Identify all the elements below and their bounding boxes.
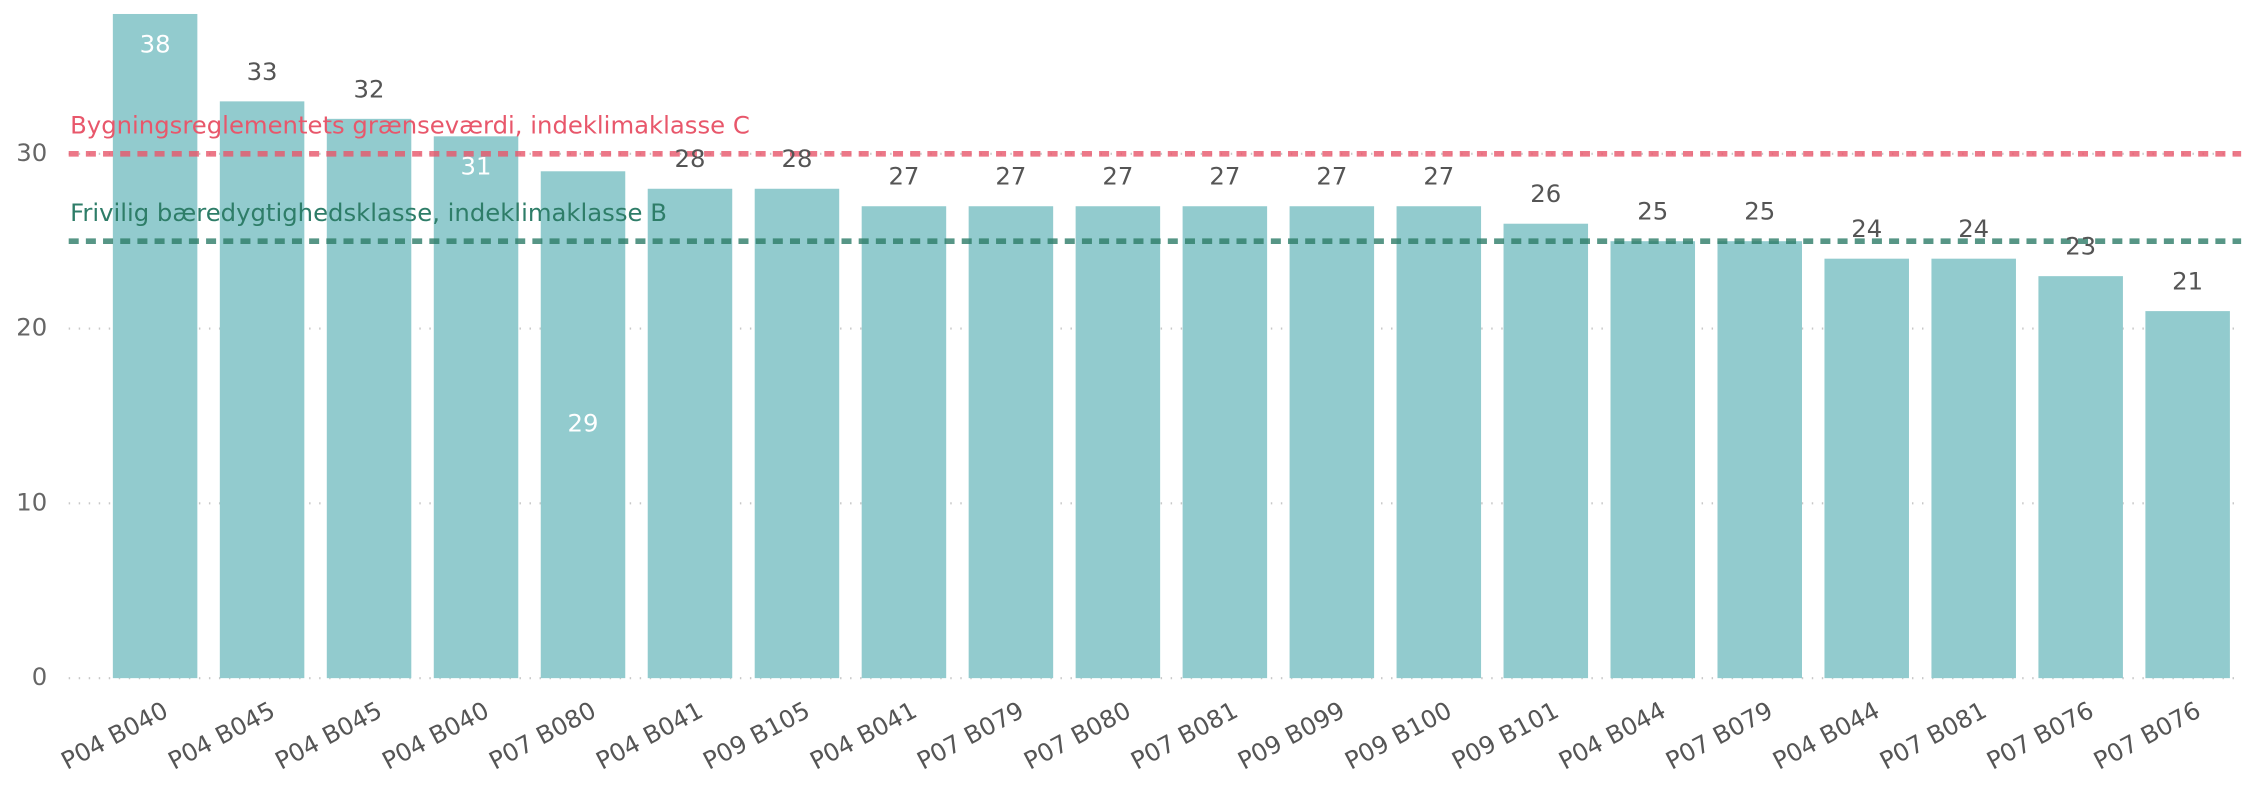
x-tick-label: P07 B080 (1019, 695, 1135, 775)
x-tick-label: P04 B041 (805, 695, 921, 775)
x-tick-label: P04 B045 (163, 695, 279, 775)
y-tick-label: 30 (16, 138, 47, 167)
data-label: 27 (1209, 162, 1240, 191)
y-tick-label: 10 (16, 487, 47, 516)
x-tick-label: P04 B040 (56, 695, 172, 775)
data-label: 38 (140, 29, 171, 58)
bar (540, 171, 626, 679)
data-label: 27 (888, 162, 919, 191)
bar (647, 188, 733, 679)
bar (2038, 276, 2123, 679)
bar (1610, 241, 1696, 679)
bar (326, 118, 412, 679)
x-tick-label: P04 B045 (270, 695, 386, 775)
reference-label: Frivilig bæredygtighedsklasse, indeklima… (70, 198, 667, 227)
x-tick-label: P04 B040 (377, 695, 493, 775)
bar (219, 101, 305, 679)
bar (2145, 311, 2230, 679)
reference-label: Bygningsreglementets grænseværdi, indekl… (70, 111, 750, 140)
bar (1717, 241, 1802, 679)
data-label: 28 (674, 144, 705, 173)
data-label: 25 (1637, 197, 1668, 226)
x-tick-label: P07 B081 (1875, 695, 1991, 775)
data-label: 33 (247, 57, 278, 86)
bar (968, 206, 1054, 679)
data-label: 26 (1530, 179, 1561, 208)
bar (433, 136, 519, 679)
data-label: 25 (1744, 197, 1775, 226)
data-label: 24 (1958, 214, 1989, 243)
data-label: 21 (2172, 267, 2203, 296)
bar (1503, 223, 1589, 679)
data-label: 27 (995, 162, 1026, 191)
bar (1075, 206, 1161, 679)
y-tick-label: 0 (32, 662, 47, 691)
x-tick-label: P07 B080 (484, 695, 600, 775)
data-label: 31 (461, 152, 492, 181)
bar (1182, 206, 1268, 679)
x-tick-label: P07 B079 (1661, 695, 1777, 775)
x-tick-label: P07 B076 (2089, 695, 2205, 775)
x-tick-label: P04 B044 (1768, 695, 1884, 775)
x-tick-label: P09 B099 (1233, 695, 1349, 775)
x-tick-label: P09 B105 (698, 695, 814, 775)
x-tick-label: P09 B101 (1447, 695, 1563, 775)
bar (754, 188, 840, 679)
data-label: 23 (2065, 232, 2096, 261)
data-label: 24 (1851, 214, 1882, 243)
x-tick-label: P04 B041 (591, 695, 707, 775)
data-label: 28 (781, 144, 812, 173)
y-tick-label: 20 (16, 313, 47, 342)
data-label: 29 (568, 409, 599, 438)
x-tick-label: P07 B081 (1126, 695, 1242, 775)
data-label: 27 (1423, 162, 1454, 191)
bar (112, 13, 198, 679)
bar (861, 206, 947, 679)
bar (1396, 206, 1482, 679)
bar (1289, 206, 1375, 679)
bar (1824, 258, 1909, 679)
data-label: 32 (354, 74, 385, 103)
data-label: 27 (1102, 162, 1133, 191)
bar (1931, 258, 2016, 679)
x-tick-label: P07 B079 (912, 695, 1028, 775)
x-tick-label: P07 B076 (1982, 695, 2098, 775)
x-tick-label: P04 B044 (1554, 695, 1670, 775)
x-tick-label: P09 B100 (1340, 695, 1456, 775)
data-label: 27 (1316, 162, 1347, 191)
